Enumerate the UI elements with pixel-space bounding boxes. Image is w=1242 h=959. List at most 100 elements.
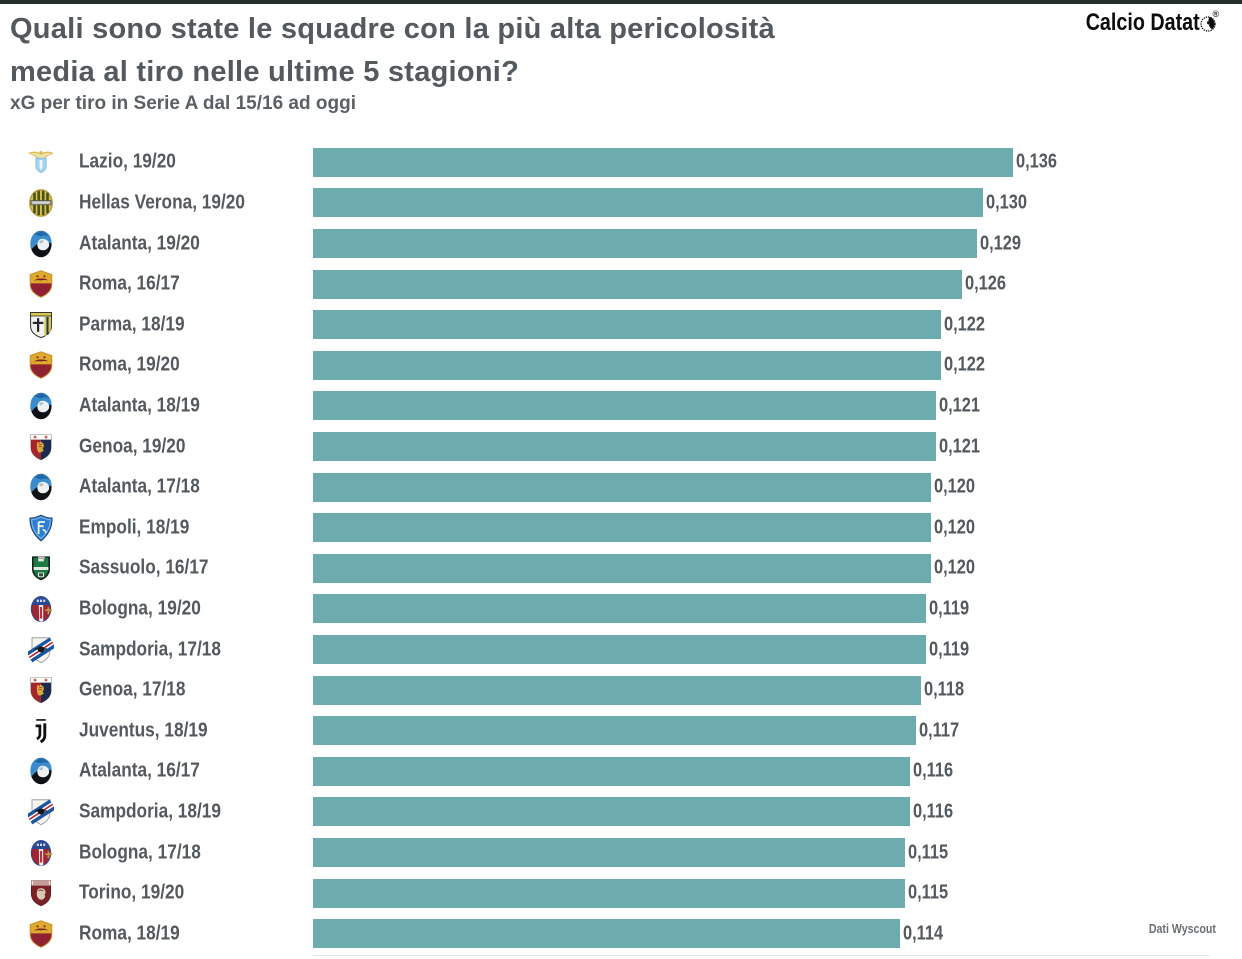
team-season-label: Sampdoria, 17/18 bbox=[79, 638, 221, 660]
team-season-label: Atalanta, 17/18 bbox=[79, 475, 200, 498]
team-season-label: Juventus, 18/19 bbox=[79, 719, 208, 742]
value-label: 0,119 bbox=[928, 638, 969, 660]
chart-title-line2: media al tiro nelle ultime 5 stagioni? bbox=[10, 55, 520, 88]
value-bar[interactable] bbox=[313, 878, 906, 908]
atalanta-crest bbox=[28, 230, 54, 258]
chart-row: Sampdoria, 17/18 0,119 bbox=[0, 635, 1242, 664]
chart-row: Atalanta, 19/20 0,129 bbox=[0, 229, 1242, 258]
value-bar[interactable] bbox=[313, 635, 926, 664]
team-season-label: Hellas Verona, 19/20 bbox=[79, 191, 245, 214]
value-label: 0,118 bbox=[923, 678, 964, 701]
chart-row: Parma, 18/19 0,122 bbox=[0, 310, 1242, 340]
team-season-label: Torino, 19/20 bbox=[79, 881, 185, 904]
value-label: 0,116 bbox=[913, 759, 954, 782]
value-bar[interactable] bbox=[313, 797, 911, 827]
chart-row: Roma, 16/17 0,126 bbox=[0, 269, 1242, 299]
value-label: 0,119 bbox=[928, 597, 969, 620]
value-bar[interactable] bbox=[313, 513, 931, 543]
value-bar[interactable] bbox=[313, 269, 962, 299]
team-season-label: Parma, 18/19 bbox=[79, 313, 185, 336]
value-label: 0,121 bbox=[939, 435, 981, 457]
team-season-label: Bologna, 17/18 bbox=[79, 841, 201, 863]
bottom-axis-line bbox=[313, 955, 1210, 956]
team-season-label: Roma, 18/19 bbox=[79, 922, 180, 945]
value-label: 0,116 bbox=[913, 800, 954, 823]
atalanta-crest bbox=[28, 757, 54, 785]
atalanta-crest bbox=[28, 473, 54, 501]
team-season-label: Atalanta, 18/19 bbox=[79, 394, 200, 417]
team-season-label: Genoa, 19/20 bbox=[79, 435, 186, 457]
chart-row: Genoa, 19/20 0,121 bbox=[0, 432, 1242, 461]
value-bar[interactable] bbox=[313, 553, 931, 583]
chart-row: Atalanta, 17/18 0,120 bbox=[0, 472, 1242, 502]
team-season-label: Empoli, 18/19 bbox=[79, 516, 190, 539]
chart-row: Atalanta, 16/17 0,116 bbox=[0, 756, 1242, 786]
chart-row: Lazio, 19/20 0,136 bbox=[0, 147, 1242, 177]
value-label: 0,114 bbox=[903, 922, 944, 945]
value-bar[interactable] bbox=[313, 838, 906, 867]
chart-row: Bologna, 19/20 0,119 bbox=[0, 594, 1242, 624]
team-season-label: Sassuolo, 16/17 bbox=[79, 556, 209, 579]
genoa-crest bbox=[28, 676, 54, 704]
value-bar[interactable] bbox=[313, 229, 978, 258]
chart-title-line1: Quali sono state le squadre con la più a… bbox=[10, 13, 775, 45]
team-season-label: Roma, 19/20 bbox=[79, 353, 180, 376]
chart-row: Roma, 18/19 0,114 bbox=[0, 919, 1242, 949]
team-season-label: Sampdoria, 18/19 bbox=[79, 800, 221, 823]
atalanta-crest bbox=[28, 392, 54, 420]
chart-row: Torino, 19/20 0,115 bbox=[0, 878, 1242, 908]
value-bar[interactable] bbox=[313, 594, 926, 624]
value-label: 0,115 bbox=[908, 841, 949, 863]
value-bar[interactable] bbox=[313, 472, 931, 502]
value-bar[interactable] bbox=[313, 432, 937, 461]
genoa-crest bbox=[28, 433, 54, 461]
chart-row: Hellas Verona, 19/20 0,130 bbox=[0, 188, 1242, 218]
torino-crest bbox=[28, 879, 54, 907]
value-label: 0,122 bbox=[944, 353, 986, 376]
value-bar[interactable] bbox=[313, 756, 911, 786]
value-bar[interactable] bbox=[313, 391, 937, 421]
roma-crest bbox=[28, 919, 54, 948]
chart-row: Juventus, 18/19 0,117 bbox=[0, 716, 1242, 746]
sampdoria-crest bbox=[28, 798, 54, 826]
juventus-crest bbox=[28, 717, 54, 745]
value-label: 0,115 bbox=[908, 881, 949, 904]
chart-subtitle: xG per tiro in Serie A dal 15/16 ad oggi bbox=[10, 93, 356, 114]
data-source-note: Dati Wyscout bbox=[1148, 922, 1216, 936]
value-label: 0,129 bbox=[980, 232, 1022, 254]
empoli-crest bbox=[28, 514, 54, 542]
value-bar[interactable] bbox=[313, 716, 916, 746]
parma-crest bbox=[28, 311, 54, 339]
value-label: 0,121 bbox=[939, 394, 981, 417]
value-label: 0,120 bbox=[934, 516, 976, 539]
value-bar[interactable] bbox=[313, 147, 1014, 177]
chart-row: Roma, 19/20 0,122 bbox=[0, 350, 1242, 380]
value-label: 0,120 bbox=[934, 475, 976, 498]
hellas-verona-crest bbox=[28, 188, 54, 217]
top-border bbox=[0, 0, 1242, 4]
chart-row: Atalanta, 18/19 0,121 bbox=[0, 391, 1242, 421]
value-label: 0,136 bbox=[1016, 150, 1058, 173]
value-bar[interactable] bbox=[313, 310, 942, 340]
value-bar[interactable] bbox=[313, 350, 942, 380]
chart-title: Quali sono state le squadre con la più a… bbox=[10, 8, 775, 93]
value-label: 0,117 bbox=[918, 719, 959, 742]
sassuolo-crest bbox=[28, 554, 54, 582]
roma-crest bbox=[28, 270, 54, 298]
value-bar[interactable] bbox=[313, 188, 983, 218]
value-label: 0,120 bbox=[934, 556, 976, 579]
chart-row: Sassuolo, 16/17 0,120 bbox=[0, 553, 1242, 583]
chart-row: Sampdoria, 18/19 0,116 bbox=[0, 797, 1242, 827]
team-season-label: Genoa, 17/18 bbox=[79, 678, 186, 701]
roma-crest bbox=[28, 351, 54, 380]
value-label: 0,122 bbox=[944, 313, 986, 336]
value-bar[interactable] bbox=[313, 675, 921, 705]
chart-row: Bologna, 17/18 0,115 bbox=[0, 838, 1242, 867]
value-bar[interactable] bbox=[313, 919, 901, 949]
team-season-label: Atalanta, 16/17 bbox=[79, 759, 200, 782]
team-season-label: Roma, 16/17 bbox=[79, 272, 180, 295]
value-label: 0,130 bbox=[985, 191, 1027, 214]
value-label: 0,126 bbox=[964, 272, 1006, 295]
team-season-label: Atalanta, 19/20 bbox=[79, 232, 200, 254]
